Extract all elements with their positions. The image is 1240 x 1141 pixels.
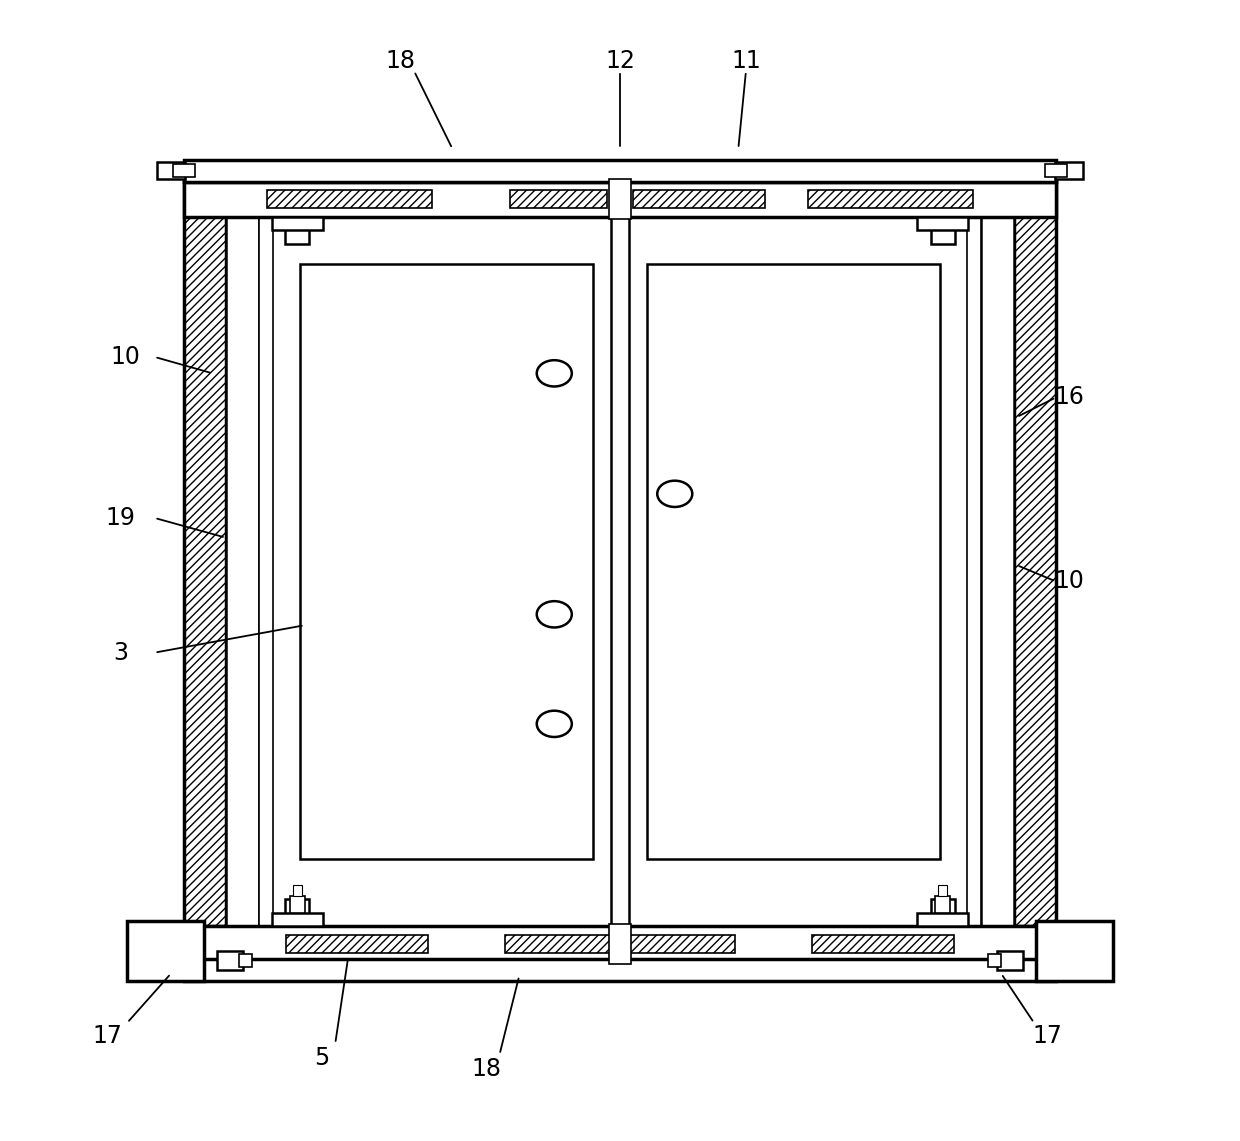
Bar (285, 899, 310, 926)
Bar (1045, 164, 1066, 177)
Bar (239, 954, 252, 968)
Text: 12: 12 (605, 49, 635, 73)
Bar (918, 217, 967, 229)
Text: 18: 18 (471, 1057, 501, 1081)
Bar (1014, 181, 1056, 926)
Bar (935, 896, 950, 913)
Bar (184, 926, 1056, 962)
Bar (930, 217, 955, 244)
Bar (609, 924, 631, 964)
Text: 18: 18 (386, 49, 415, 73)
Bar (174, 164, 195, 177)
Bar (808, 191, 972, 208)
Bar (930, 899, 955, 926)
Bar (258, 181, 273, 926)
Bar (226, 181, 258, 926)
Bar (293, 885, 301, 896)
Bar (988, 954, 1001, 968)
Bar (812, 936, 954, 953)
Bar (967, 181, 982, 926)
Text: 10: 10 (1054, 569, 1084, 593)
Bar (1055, 162, 1084, 179)
Text: 10: 10 (110, 345, 140, 369)
Bar (285, 217, 310, 244)
Text: 11: 11 (732, 49, 761, 73)
Bar (156, 162, 185, 179)
Bar (511, 191, 606, 208)
Bar (217, 950, 243, 970)
Bar (184, 960, 1056, 981)
Text: 17: 17 (1032, 1023, 1063, 1049)
Bar (184, 181, 226, 926)
Bar (611, 181, 629, 926)
Bar (609, 179, 631, 219)
Bar (273, 217, 322, 229)
Text: 19: 19 (105, 505, 135, 529)
Text: 17: 17 (93, 1023, 123, 1049)
Bar (184, 160, 1056, 181)
Bar (273, 913, 322, 926)
Bar (184, 181, 1056, 217)
Bar (997, 950, 1023, 970)
Bar (268, 191, 432, 208)
Bar (1037, 921, 1114, 981)
Bar (286, 936, 428, 953)
Bar (290, 896, 305, 913)
Bar (918, 913, 967, 926)
Bar (647, 264, 940, 858)
Text: 16: 16 (1054, 386, 1084, 410)
Bar (126, 921, 203, 981)
Bar (300, 264, 593, 858)
Bar (505, 936, 735, 953)
Bar (982, 181, 1014, 926)
Text: 5: 5 (315, 1046, 330, 1070)
Bar (939, 885, 947, 896)
Text: 3: 3 (113, 640, 128, 665)
Bar (634, 191, 765, 208)
